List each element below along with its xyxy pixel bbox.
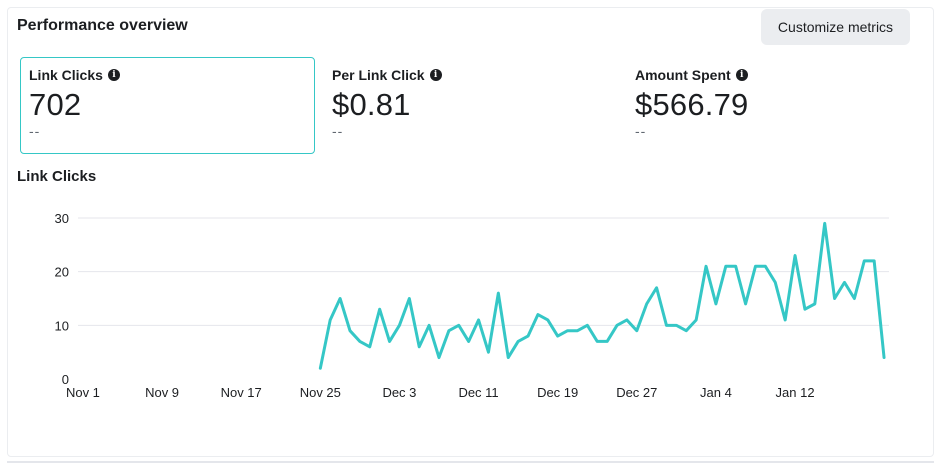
series-line-link-clicks[interactable] — [318, 221, 886, 370]
data-point[interactable] — [713, 301, 719, 307]
chart-title: Link Clicks — [17, 168, 97, 185]
customize-metrics-button[interactable]: Customize metrics — [761, 9, 910, 45]
data-point[interactable] — [614, 322, 620, 328]
metric-card-link-clicks[interactable]: Link Clicks i 702 -- — [20, 57, 315, 154]
metric-value: $0.81 — [332, 87, 411, 122]
data-point[interactable] — [495, 290, 501, 296]
data-point[interactable] — [327, 317, 333, 323]
metric-comparison: -- — [29, 123, 41, 139]
data-point[interactable] — [446, 328, 452, 334]
info-icon[interactable]: i — [107, 69, 120, 81]
y-tick-label: 20 — [55, 265, 69, 280]
x-tick-label: Nov 1 — [66, 385, 100, 400]
data-point[interactable] — [574, 328, 580, 334]
data-point[interactable] — [663, 322, 669, 328]
y-tick-label: 0 — [62, 372, 69, 387]
chart-series — [317, 220, 887, 371]
metric-card-per-link-click[interactable]: Per Link Click i $0.81 -- — [323, 57, 618, 154]
data-point[interactable] — [436, 355, 442, 361]
data-point[interactable] — [555, 333, 561, 339]
x-tick-label: Jan 12 — [776, 385, 815, 400]
data-point[interactable] — [387, 338, 393, 344]
data-point[interactable] — [485, 349, 491, 355]
data-point[interactable] — [456, 322, 462, 328]
x-tick-label: Dec 19 — [537, 385, 578, 400]
data-point[interactable] — [871, 258, 877, 264]
data-point[interactable] — [357, 338, 363, 344]
metric-label: Amount Spent — [635, 67, 731, 83]
x-axis: Nov 1 Nov 9 Nov 17 Nov 25 Dec 3 Dec 11 Dec 19 D… — [66, 385, 815, 400]
metric-card-amount-spent[interactable]: Amount Spent i $566.79 -- — [626, 57, 921, 154]
data-point[interactable] — [396, 322, 402, 328]
data-point[interactable] — [673, 322, 679, 328]
data-point[interactable] — [733, 263, 739, 269]
data-point[interactable] — [792, 253, 798, 259]
data-point[interactable] — [881, 355, 887, 361]
data-point[interactable] — [604, 338, 610, 344]
data-point[interactable] — [802, 306, 808, 312]
metric-label: Per Link Click — [332, 67, 425, 83]
data-point[interactable] — [337, 296, 343, 302]
data-point[interactable] — [525, 333, 531, 339]
x-tick-label: Dec 3 — [382, 385, 416, 400]
data-point[interactable] — [347, 328, 353, 334]
page-title: Performance overview — [17, 17, 188, 34]
data-point[interactable] — [654, 285, 660, 291]
divider — [7, 461, 934, 463]
data-point[interactable] — [782, 317, 788, 323]
x-tick-label: Dec 11 — [458, 385, 498, 400]
data-point[interactable] — [832, 296, 838, 302]
data-point[interactable] — [377, 306, 383, 312]
metric-value: 702 — [29, 87, 82, 122]
data-point[interactable] — [406, 296, 412, 302]
data-point[interactable] — [476, 317, 482, 323]
data-point[interactable] — [634, 328, 640, 334]
data-point[interactable] — [683, 328, 689, 334]
performance-card — [7, 7, 934, 457]
data-point[interactable] — [535, 312, 541, 318]
y-tick-label: 10 — [55, 318, 69, 333]
data-point[interactable] — [723, 263, 729, 269]
data-point[interactable] — [743, 301, 749, 307]
data-point[interactable] — [861, 258, 867, 264]
data-point[interactable] — [426, 322, 432, 328]
data-point[interactable] — [565, 328, 571, 334]
y-axis: 0 10 20 30 — [55, 211, 69, 387]
metric-value: $566.79 — [635, 87, 749, 122]
x-tick-label: Nov 17 — [221, 385, 262, 400]
data-point[interactable] — [772, 279, 778, 285]
metric-comparison: -- — [332, 123, 344, 139]
data-point[interactable] — [466, 338, 472, 344]
data-point[interactable] — [703, 263, 709, 269]
data-point[interactable] — [505, 355, 511, 361]
data-point[interactable] — [515, 338, 521, 344]
x-tick-label: Dec 27 — [616, 385, 657, 400]
info-icon[interactable]: i — [429, 69, 442, 81]
data-point[interactable] — [545, 317, 551, 323]
data-point[interactable] — [752, 263, 758, 269]
x-tick-label: Jan 4 — [700, 385, 732, 400]
data-point[interactable] — [693, 317, 699, 323]
data-point[interactable] — [594, 338, 600, 344]
y-tick-label: 30 — [55, 211, 69, 226]
data-point[interactable] — [624, 317, 630, 323]
data-point[interactable] — [812, 301, 818, 307]
data-point[interactable] — [644, 301, 650, 307]
data-point[interactable] — [762, 263, 768, 269]
data-point[interactable] — [367, 344, 373, 350]
data-point[interactable] — [841, 279, 847, 285]
metric-comparison: -- — [635, 123, 647, 139]
metric-label: Link Clicks — [29, 67, 103, 83]
x-tick-label: Nov 9 — [145, 385, 179, 400]
data-point[interactable] — [317, 365, 323, 371]
data-point[interactable] — [822, 220, 828, 226]
info-icon[interactable]: i — [735, 69, 748, 81]
data-point[interactable] — [851, 296, 857, 302]
x-tick-label: Nov 25 — [300, 385, 341, 400]
data-point[interactable] — [584, 322, 590, 328]
data-point[interactable] — [416, 344, 422, 350]
